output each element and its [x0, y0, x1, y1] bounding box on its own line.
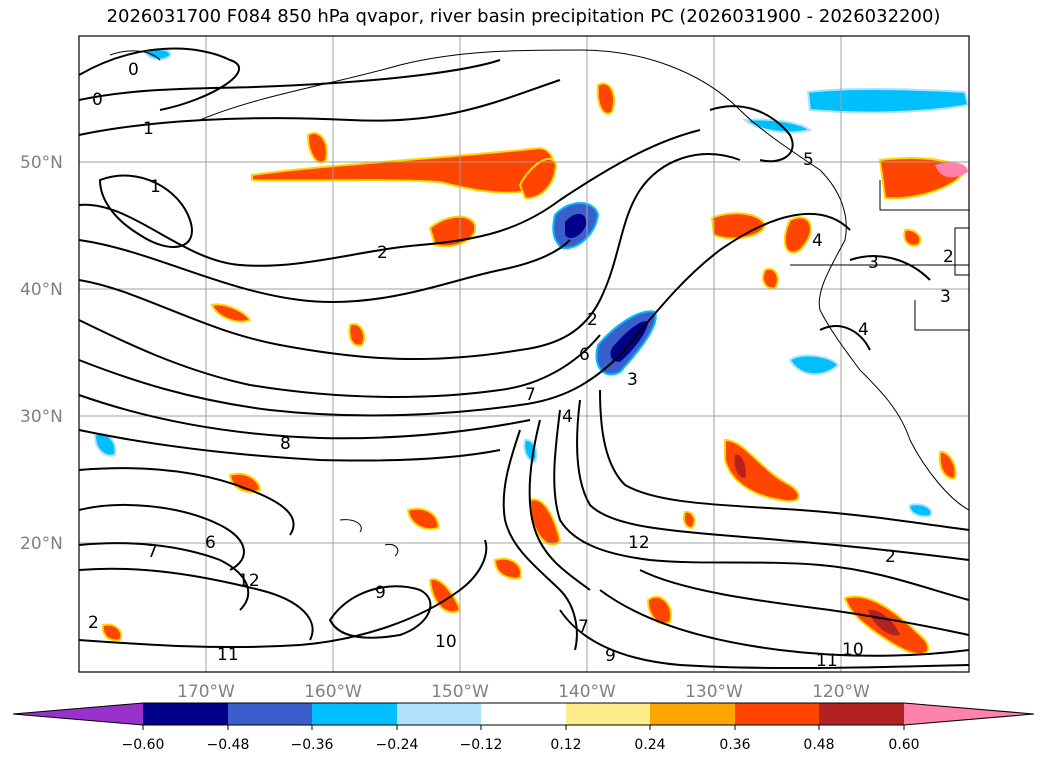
contour-label: 1 — [150, 177, 161, 197]
colorbar-segment — [735, 703, 819, 725]
contour-label: 2 — [885, 547, 896, 567]
qvapor-contours — [78, 47, 970, 670]
colorbar-extension-high — [904, 703, 1034, 725]
contour-label: 9 — [605, 646, 616, 666]
contour-label: 9 — [375, 583, 386, 603]
colorbar-label: −0.12 — [460, 737, 503, 753]
contour-label: 7 — [147, 542, 158, 562]
contour-label: 7 — [578, 617, 589, 637]
colorbar-segment — [650, 703, 735, 725]
contour-label: 10 — [435, 632, 457, 652]
contour-label: 7 — [525, 385, 536, 405]
colorbar-segment — [481, 703, 566, 725]
map-frame — [78, 35, 970, 673]
colorbar-segment — [566, 703, 650, 725]
contour-label: 10 — [842, 640, 864, 660]
colorbar-label: 0.36 — [719, 737, 750, 753]
colorbar: −0.60 −0.48 −0.36 −0.24 −0.12 0.12 0.24 … — [12, 702, 1035, 753]
lon-label: 140°W — [558, 682, 616, 702]
contour-label: 11 — [816, 651, 838, 671]
longitude-labels: 170°W 160°W 150°W 140°W 130°W 120°W — [177, 682, 870, 702]
colorbar-segment — [312, 703, 397, 725]
colorbar-label: −0.36 — [291, 737, 334, 753]
colorbar-label: 0.48 — [803, 737, 834, 753]
lon-label: 150°W — [431, 682, 489, 702]
colorbar-extension-low — [13, 703, 143, 725]
lon-label: 160°W — [304, 682, 362, 702]
contour-label: 2 — [377, 243, 388, 263]
colorbar-segment — [143, 703, 228, 725]
lon-label: 130°W — [685, 682, 743, 702]
lat-label: 40°N — [20, 280, 63, 300]
latitude-labels: 50°N 40°N 30°N 20°N — [20, 153, 63, 554]
colorbar-segment — [228, 703, 312, 725]
contour-label: 2 — [587, 310, 598, 330]
map-background — [79, 36, 969, 672]
contour-label: 4 — [858, 320, 869, 340]
contour-label: 1 — [143, 119, 154, 139]
colorbar-label: −0.60 — [122, 737, 165, 753]
contour-label: 8 — [280, 434, 291, 454]
colorbar-ticks — [142, 725, 905, 730]
map-gridlines — [79, 36, 969, 672]
contour-label: 6 — [205, 533, 216, 553]
lon-label: 120°W — [812, 682, 870, 702]
colorbar-segment — [819, 703, 904, 725]
colorbar-label: 0.60 — [888, 737, 919, 753]
lon-label: 170°W — [177, 682, 235, 702]
contour-label: 6 — [579, 345, 590, 365]
contour-label: 12 — [238, 571, 260, 591]
colorbar-label: 0.12 — [550, 737, 581, 753]
colorbar-label: −0.24 — [376, 737, 419, 753]
lat-label: 30°N — [20, 407, 63, 427]
contour-label: 3 — [940, 287, 951, 307]
contour-label: 4 — [812, 231, 823, 251]
contour-label: 0 — [128, 60, 139, 80]
colorbar-label: 0.24 — [634, 737, 665, 753]
colorbar-label: −0.48 — [207, 737, 250, 753]
lat-label: 20°N — [20, 534, 63, 554]
contour-label: 4 — [562, 407, 573, 427]
colorbar-segment — [397, 703, 481, 725]
contour-label: 2 — [943, 247, 954, 267]
contour-labels: 0 0 1 1 2 2 2 3 3 4 4 6 7 7 8 9 9 10 10 … — [88, 60, 954, 671]
contour-label: 0 — [92, 90, 103, 110]
contour-label: 12 — [628, 533, 650, 553]
contour-label: 3 — [627, 370, 638, 390]
contour-label: 5 — [803, 150, 814, 170]
colorbar-labels: −0.60 −0.48 −0.36 −0.24 −0.12 0.12 0.24 … — [122, 737, 920, 753]
contour-label: 2 — [88, 613, 99, 633]
contour-label: 11 — [217, 645, 239, 665]
chart-title: 2026031700 F084 850 hPa qvapor, river ba… — [106, 6, 941, 27]
contour-label: 3 — [868, 253, 879, 273]
lat-label: 50°N — [20, 153, 63, 173]
